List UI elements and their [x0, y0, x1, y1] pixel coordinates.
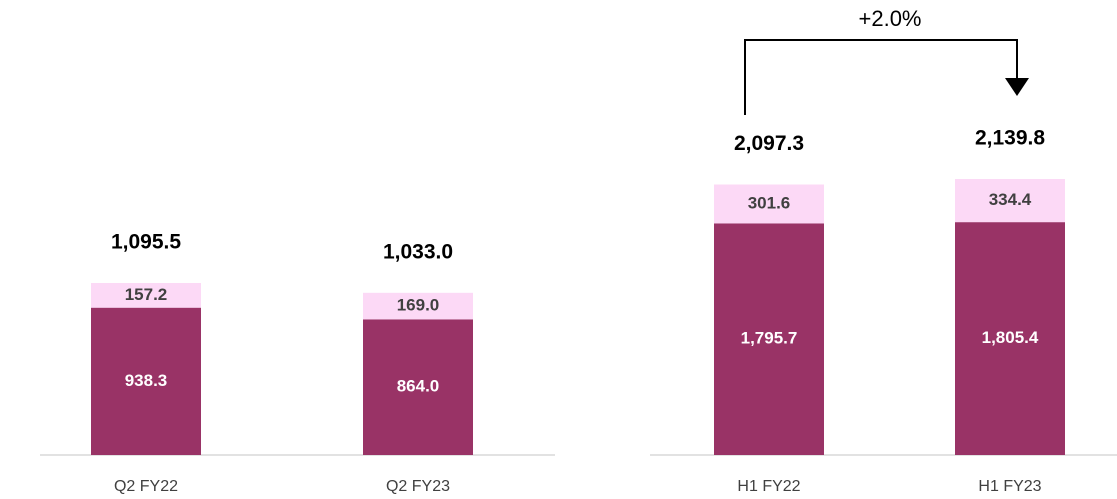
- x-tick-label: Q2 FY22: [114, 478, 178, 495]
- segment-label: 938.3: [125, 371, 168, 390]
- total-label: 2,097.3: [734, 132, 804, 155]
- segment-label: 1,805.4: [982, 328, 1039, 347]
- x-tick-label: H1 FY22: [737, 478, 800, 495]
- bar-segment: [363, 319, 473, 455]
- segment-label: 1,795.7: [741, 329, 798, 348]
- bar-segment: [955, 179, 1065, 223]
- segment-label: 334.4: [989, 190, 1032, 209]
- x-tick-label: H1 FY23: [978, 478, 1041, 495]
- growth-arrow: [744, 39, 1029, 115]
- total-label: 2,139.8: [975, 127, 1045, 150]
- bar-segment: [714, 184, 824, 224]
- segment-label: 157.2: [125, 285, 168, 304]
- x-tick-label: Q2 FY23: [386, 478, 450, 495]
- total-label: 1,095.5: [111, 231, 181, 254]
- segment-label: 169.0: [397, 296, 440, 315]
- total-label: 1,033.0: [383, 240, 453, 263]
- bar-segment: [955, 222, 1065, 455]
- growth-label: +2.0%: [859, 6, 922, 31]
- segment-label: 301.6: [748, 193, 791, 212]
- bar-segment: [714, 223, 824, 455]
- bar-segment: [91, 307, 201, 455]
- segment-label: 864.0: [397, 377, 440, 396]
- bar-segment: [363, 292, 473, 320]
- bar-segment: [91, 283, 201, 308]
